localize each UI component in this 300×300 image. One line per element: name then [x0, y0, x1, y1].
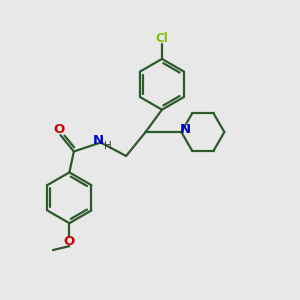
Text: Cl: Cl: [156, 32, 168, 45]
Text: H: H: [104, 141, 112, 151]
Text: N: N: [179, 123, 191, 136]
Text: O: O: [64, 236, 75, 248]
Text: O: O: [53, 123, 64, 136]
Text: N: N: [93, 134, 104, 147]
